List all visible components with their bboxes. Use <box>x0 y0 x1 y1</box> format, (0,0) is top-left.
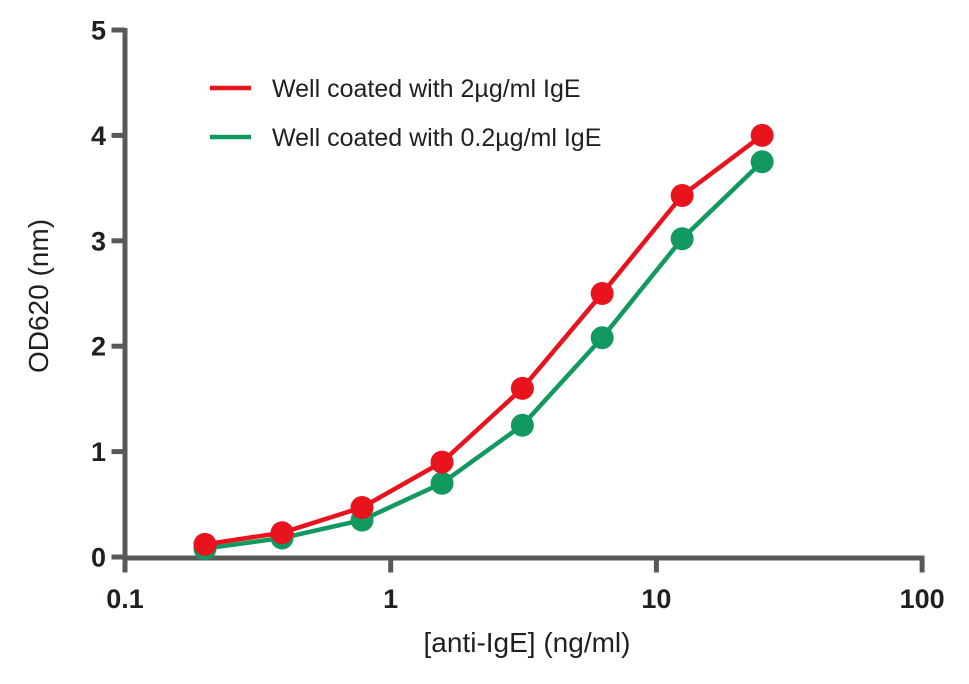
y-tick-label: 3 <box>91 226 106 256</box>
x-axis-title: [anti-IgE] (ng/ml) <box>424 627 631 658</box>
data-point <box>750 150 774 174</box>
data-point <box>430 450 454 474</box>
series-line <box>204 133 764 547</box>
legend: Well coated with 2µg/ml IgE Well coated … <box>210 75 601 152</box>
legend-label-0-2ug: Well coated with 0.2µg/ml IgE <box>272 124 601 152</box>
y-tick-label: 1 <box>91 437 106 467</box>
data-point <box>590 326 614 350</box>
data-point <box>350 495 374 519</box>
y-axis-title: OD620 (nm) <box>23 219 54 373</box>
y-tick-label: 2 <box>91 332 106 362</box>
x-tick-label: 100 <box>900 584 945 614</box>
legend-label-2ug: Well coated with 2µg/ml IgE <box>272 75 581 103</box>
data-point <box>510 413 534 437</box>
data-point <box>750 123 774 147</box>
y-tick-label: 0 <box>91 543 106 573</box>
x-tick-label: 10 <box>641 584 671 614</box>
data-series <box>193 123 774 561</box>
tick-marks: 0.1 1 10 100 0 1 2 3 4 5 <box>91 16 945 615</box>
axes <box>122 28 925 561</box>
data-point <box>270 521 294 545</box>
data-point <box>670 227 694 251</box>
y-tick-label: 4 <box>91 121 106 151</box>
data-point <box>670 183 694 207</box>
data-point <box>193 532 217 556</box>
x-tick-label: 1 <box>383 584 398 614</box>
data-point <box>590 282 614 305</box>
y-tick-label: 5 <box>91 16 106 46</box>
series-line <box>204 160 764 551</box>
data-point <box>430 471 454 495</box>
data-point <box>510 376 534 400</box>
x-tick-label: 0.1 <box>106 584 144 614</box>
